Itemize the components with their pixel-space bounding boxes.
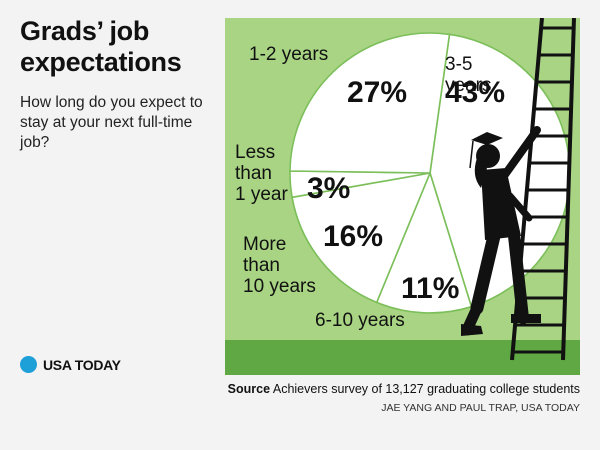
slice-category-label-0: 3-5 years xyxy=(445,54,491,96)
source-label: Source xyxy=(227,382,271,396)
source-line: Source Achievers survey of 13,127 gradua… xyxy=(228,382,580,396)
source-text: Achievers survey of 13,127 graduating co… xyxy=(272,382,580,396)
pie-slice-1 xyxy=(375,170,473,314)
graduate-figure-icon xyxy=(461,126,541,336)
chart-subtitle: How long do you expect to stay at your n… xyxy=(20,94,203,151)
slice-value-label-0: 43% xyxy=(445,76,505,109)
brand-logo: USA TODAY xyxy=(20,356,121,373)
slice-category-label-1: 6-10 years xyxy=(315,310,405,331)
slice-value-label-4: 27% xyxy=(347,76,407,109)
pie-slice-2 xyxy=(291,171,432,304)
slice-value-label-1: 11% xyxy=(401,272,459,305)
chart-title: Grads’ job expectations xyxy=(20,16,182,78)
credit-line: JAE YANG AND PAUL TRAP, USA TODAY xyxy=(381,402,580,414)
brand-name: USA TODAY xyxy=(43,356,121,373)
ladder-icon xyxy=(510,18,576,361)
slice-category-label-3: Less than 1 year xyxy=(235,142,288,205)
slice-value-label-2: 16% xyxy=(323,220,383,253)
slice-category-label-4: 1-2 years xyxy=(249,44,328,65)
chart-panel: 3-5 years 43% 6-10 years 11% More than 10 years… xyxy=(225,18,580,375)
ground-strip xyxy=(225,340,580,375)
slice-value-label-3: 3% xyxy=(307,172,350,205)
slice-category-label-2: More than 10 years xyxy=(243,234,316,297)
pie-slice-4 xyxy=(289,32,451,174)
usa-today-dot-icon xyxy=(20,356,37,373)
